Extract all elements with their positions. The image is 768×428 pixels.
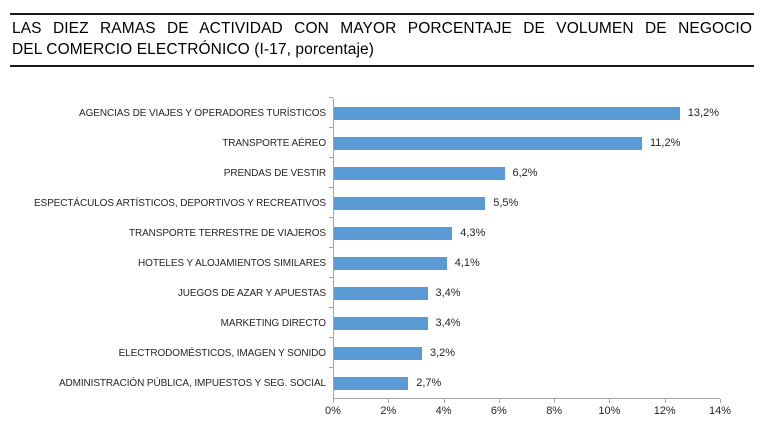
category-label: ESPECTÁCULOS ARTÍSTICOS, DEPORTIVOS Y RE…	[33, 197, 326, 209]
category-label: TRANSPORTE TERRESTRE DE VIAJEROS	[128, 227, 326, 239]
bar-row: PRENDAS DE VESTIR 6,2%	[0, 157, 719, 188]
category-label: ADMINISTRACIÓN PÚBLICA, IMPUESTOS Y SEG.…	[58, 377, 326, 389]
value-label: 2,7%	[416, 377, 442, 389]
x-tick-label: 2%	[380, 405, 397, 417]
chart-rows: AGENCIAS DE VIAJES Y OPERADORES TURÍSTIC…	[0, 97, 719, 398]
category-label: HOTELES Y ALOJAMIENTOS SIMILARES	[138, 257, 326, 269]
category-label: ELECTRODOMÉSTICOS, IMAGEN Y SONIDO	[118, 347, 326, 359]
bar-row: ESPECTÁCULOS ARTÍSTICOS, DEPORTIVOS Y RE…	[0, 187, 719, 218]
bar	[334, 346, 422, 360]
x-tick-label: 0%	[325, 405, 341, 417]
x-tick-label: 4%	[435, 405, 452, 417]
bar	[334, 286, 428, 300]
x-axis	[333, 398, 721, 403]
bar-row: JUEGOS DE AZAR Y APUESTAS 3,4%	[0, 277, 719, 308]
value-label: 4,1%	[454, 257, 480, 269]
bar-chart: AGENCIAS DE VIAJES Y OPERADORES TURÍSTIC…	[0, 97, 768, 419]
bar-track: 4,3%	[329, 217, 719, 248]
x-axis-tick	[388, 399, 390, 403]
x-axis-tick	[333, 399, 334, 403]
value-label: 4,3%	[460, 227, 486, 239]
bar	[334, 136, 642, 150]
x-axis-labels: 0% 2% 4% 6% 8% 10% 12% 14%	[325, 405, 731, 419]
value-label: 11,2%	[650, 137, 681, 149]
value-label: 3,4%	[435, 317, 461, 329]
title-line-2: DEL COMERCIO ELECTRÓNICO (I-17, porcenta…	[12, 41, 375, 58]
x-axis-tick	[498, 399, 500, 403]
bar-row: TRANSPORTE TERRESTRE DE VIAJEROS 4,3%	[0, 217, 719, 248]
x-axis-tick	[443, 399, 445, 403]
bar-track: 2,7%	[329, 367, 719, 398]
category-label: MARKETING DIRECTO	[220, 317, 326, 329]
x-tick-label: 12%	[653, 405, 676, 417]
x-axis-tick	[720, 399, 721, 403]
bar-track: 5,5%	[329, 187, 719, 218]
x-tick-label: 8%	[546, 405, 563, 417]
value-label: 6,2%	[512, 167, 538, 179]
bar	[334, 256, 447, 270]
title-line-1: LAS DIEZ RAMAS DE ACTIVIDAD CON MAYOR PO…	[12, 20, 752, 37]
x-tick-label: 6%	[490, 405, 507, 417]
x-tick-label: 14%	[708, 405, 732, 417]
bar	[334, 376, 409, 390]
x-axis-tick	[554, 399, 556, 403]
category-label: TRANSPORTE AÉREO	[222, 137, 326, 149]
category-label: AGENCIAS DE VIAJES Y OPERADORES TURÍSTIC…	[79, 107, 326, 119]
bar-track: 4,1%	[329, 247, 719, 278]
x-tick-label: 10%	[598, 405, 621, 417]
bar-row: AGENCIAS DE VIAJES Y OPERADORES TURÍSTIC…	[0, 97, 719, 128]
bar	[334, 166, 505, 180]
bar-row: TRANSPORTE AÉREO 11,2%	[0, 127, 719, 158]
value-label: 3,2%	[430, 347, 456, 359]
page-title: LAS DIEZ RAMAS DE ACTIVIDAD CON MAYOR PO…	[10, 13, 754, 67]
bar-track: 3,4%	[329, 307, 719, 338]
bar-track: 13,2%	[329, 97, 719, 128]
x-axis-tick	[609, 399, 611, 403]
bar-track: 3,4%	[329, 277, 719, 308]
bar-row: MARKETING DIRECTO 3,4%	[0, 307, 719, 338]
bar	[334, 106, 680, 120]
bar	[334, 226, 453, 240]
bar-row: ELECTRODOMÉSTICOS, IMAGEN Y SONIDO 3,2%	[0, 337, 719, 368]
value-label: 5,5%	[493, 197, 519, 209]
bar-track: 6,2%	[329, 157, 719, 188]
bar-track: 3,2%	[329, 337, 719, 368]
value-label: 13,2%	[687, 107, 719, 119]
bar-track: 11,2%	[329, 127, 719, 158]
x-axis-tick	[664, 399, 666, 403]
bar-row: ADMINISTRACIÓN PÚBLICA, IMPUESTOS Y SEG.…	[0, 367, 719, 398]
bar	[334, 196, 486, 210]
bar-row: HOTELES Y ALOJAMIENTOS SIMILARES 4,1%	[0, 247, 719, 278]
category-label: PRENDAS DE VESTIR	[223, 167, 326, 179]
bar	[334, 316, 428, 330]
value-label: 3,4%	[435, 287, 461, 299]
category-label: JUEGOS DE AZAR Y APUESTAS	[177, 287, 326, 299]
